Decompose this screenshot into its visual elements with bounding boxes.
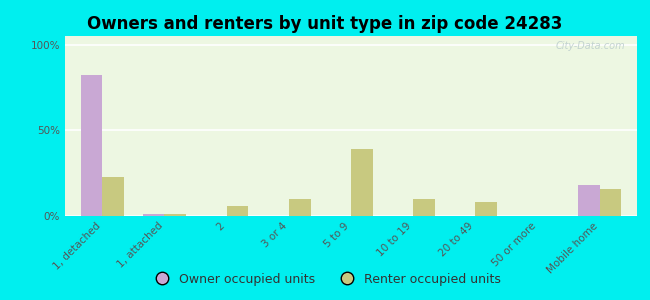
Bar <box>289 199 311 216</box>
Bar <box>164 214 187 216</box>
Bar <box>600 189 621 216</box>
Bar <box>227 206 248 216</box>
Text: Owners and renters by unit type in zip code 24283: Owners and renters by unit type in zip c… <box>87 15 563 33</box>
Bar <box>81 75 102 216</box>
Text: City-Data.com: City-Data.com <box>556 41 625 51</box>
Bar <box>102 177 124 216</box>
Bar <box>578 185 600 216</box>
Bar <box>413 199 435 216</box>
Bar <box>351 149 372 216</box>
Bar <box>143 214 164 216</box>
Legend: Owner occupied units, Renter occupied units: Owner occupied units, Renter occupied un… <box>144 268 506 291</box>
Bar <box>475 202 497 216</box>
